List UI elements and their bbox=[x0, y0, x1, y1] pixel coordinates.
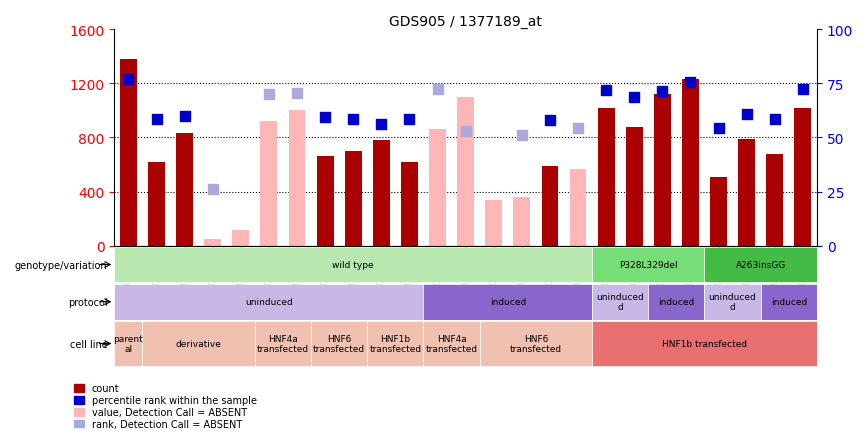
Text: wild type: wild type bbox=[332, 260, 374, 270]
Point bbox=[431, 86, 444, 93]
FancyBboxPatch shape bbox=[592, 284, 648, 320]
Point bbox=[122, 76, 135, 83]
Bar bbox=[542, 167, 558, 247]
FancyBboxPatch shape bbox=[648, 284, 705, 320]
Bar bbox=[682, 80, 699, 247]
Point bbox=[290, 90, 304, 97]
Point bbox=[319, 115, 332, 122]
Text: genotype/variation: genotype/variation bbox=[15, 260, 108, 270]
Bar bbox=[148, 162, 165, 247]
Bar bbox=[654, 95, 671, 247]
Bar bbox=[401, 162, 418, 247]
FancyBboxPatch shape bbox=[592, 247, 705, 283]
Point bbox=[655, 89, 669, 95]
Bar bbox=[345, 152, 362, 247]
Bar bbox=[204, 240, 221, 247]
Bar bbox=[513, 197, 530, 247]
Text: HNF4a
transfected: HNF4a transfected bbox=[257, 334, 309, 353]
Text: cell line: cell line bbox=[69, 339, 108, 349]
FancyBboxPatch shape bbox=[311, 322, 367, 366]
Text: parent
al: parent al bbox=[114, 334, 143, 353]
Point bbox=[178, 113, 192, 120]
FancyBboxPatch shape bbox=[705, 247, 817, 283]
Text: HNF6
transfected: HNF6 transfected bbox=[313, 334, 365, 353]
Point bbox=[346, 116, 360, 123]
Text: protocol: protocol bbox=[68, 297, 108, 307]
FancyBboxPatch shape bbox=[255, 322, 311, 366]
Text: derivative: derivative bbox=[175, 339, 221, 348]
Point bbox=[740, 112, 753, 118]
Bar bbox=[260, 122, 278, 247]
Bar bbox=[373, 141, 390, 247]
Bar bbox=[233, 230, 249, 247]
FancyBboxPatch shape bbox=[480, 322, 592, 366]
Point bbox=[149, 116, 163, 123]
FancyBboxPatch shape bbox=[115, 284, 424, 320]
Text: uninduced: uninduced bbox=[245, 298, 293, 306]
Bar bbox=[569, 169, 587, 247]
FancyBboxPatch shape bbox=[115, 322, 142, 366]
Bar bbox=[457, 98, 474, 247]
Point bbox=[403, 116, 417, 123]
Text: uninduced
d: uninduced d bbox=[596, 293, 644, 312]
Bar bbox=[766, 155, 783, 247]
Bar bbox=[485, 201, 503, 247]
Point bbox=[768, 116, 782, 123]
FancyBboxPatch shape bbox=[115, 247, 592, 283]
Text: P328L329del: P328L329del bbox=[619, 260, 678, 270]
Bar bbox=[120, 60, 137, 247]
Bar bbox=[176, 134, 193, 247]
Text: HNF1b transfected: HNF1b transfected bbox=[662, 339, 747, 348]
FancyBboxPatch shape bbox=[705, 284, 760, 320]
Point bbox=[262, 92, 276, 99]
Bar bbox=[738, 139, 755, 247]
Point bbox=[683, 79, 697, 86]
Point bbox=[374, 121, 388, 128]
Text: HNF1b
transfected: HNF1b transfected bbox=[369, 334, 422, 353]
Point bbox=[515, 132, 529, 139]
FancyBboxPatch shape bbox=[592, 322, 817, 366]
Point bbox=[571, 125, 585, 132]
FancyBboxPatch shape bbox=[142, 322, 255, 366]
FancyBboxPatch shape bbox=[367, 322, 424, 366]
Bar bbox=[598, 108, 615, 247]
Point bbox=[796, 86, 810, 93]
Text: HNF4a
transfected: HNF4a transfected bbox=[425, 334, 477, 353]
Point bbox=[712, 125, 726, 132]
Legend: count, percentile rank within the sample, value, Detection Call = ABSENT, rank, : count, percentile rank within the sample… bbox=[75, 383, 257, 429]
Text: HNF6
transfected: HNF6 transfected bbox=[510, 334, 562, 353]
Text: induced: induced bbox=[771, 298, 807, 306]
Bar bbox=[429, 130, 446, 247]
Bar bbox=[794, 108, 812, 247]
FancyBboxPatch shape bbox=[424, 322, 480, 366]
Bar bbox=[288, 111, 306, 247]
Text: induced: induced bbox=[658, 298, 694, 306]
Bar bbox=[626, 127, 642, 247]
Point bbox=[458, 128, 472, 135]
Point bbox=[628, 94, 641, 101]
Title: GDS905 / 1377189_at: GDS905 / 1377189_at bbox=[389, 15, 542, 29]
Text: induced: induced bbox=[490, 298, 526, 306]
Point bbox=[599, 87, 613, 94]
Point bbox=[543, 117, 557, 124]
Bar bbox=[710, 178, 727, 247]
FancyBboxPatch shape bbox=[424, 284, 592, 320]
Point bbox=[206, 186, 220, 193]
Text: uninduced
d: uninduced d bbox=[708, 293, 757, 312]
FancyBboxPatch shape bbox=[760, 284, 817, 320]
Bar bbox=[317, 157, 333, 247]
Text: A263insGG: A263insGG bbox=[735, 260, 786, 270]
